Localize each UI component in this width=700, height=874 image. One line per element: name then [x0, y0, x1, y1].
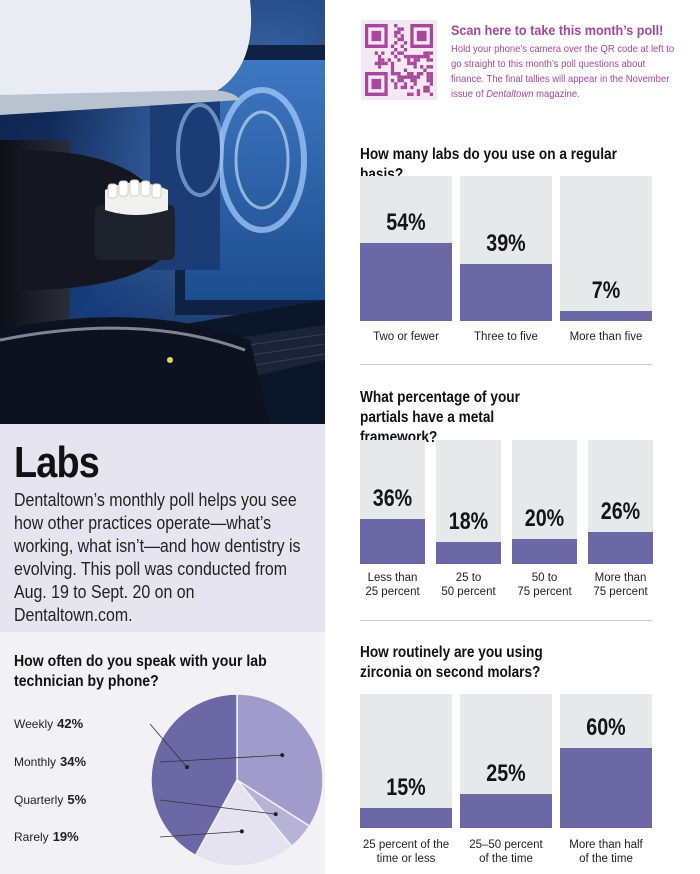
- magazine-name: Dentaltown: [486, 88, 534, 100]
- bar-track: 36%: [360, 440, 425, 564]
- legend-value: 42%: [57, 716, 84, 731]
- chart-title: What percentage of your partials have a …: [360, 389, 520, 446]
- category-label: 25 to 50 percent: [441, 572, 496, 598]
- divider: [360, 364, 652, 365]
- data-label: 15%: [386, 774, 426, 801]
- category-label: 25–50 percent of the time: [469, 839, 543, 865]
- divider: [360, 620, 652, 621]
- qr-instructions: Hold your phone’s camera over the QR cod…: [451, 42, 681, 102]
- data-label: 7%: [591, 277, 621, 304]
- bar: [560, 311, 652, 321]
- category-label: 50 to 75 percent: [517, 572, 572, 598]
- bar-track: 7%: [560, 176, 652, 321]
- bar-track: 15%: [360, 694, 452, 828]
- data-label: 54%: [386, 209, 426, 236]
- bar-track: 26%: [588, 440, 653, 564]
- category-label: Three to five: [474, 331, 538, 343]
- pie-chart-phone: How often do you speak with your lab tec…: [0, 632, 325, 874]
- data-label: 39%: [486, 230, 526, 257]
- leader-line: [159, 754, 283, 763]
- data-label: 25%: [486, 760, 526, 787]
- leader-dot: [185, 765, 190, 770]
- bar-track: 54%: [360, 176, 452, 321]
- pie-slice-rarely: [194, 778, 293, 867]
- legend-label: Weekly: [14, 717, 54, 731]
- data-label: 18%: [448, 508, 489, 535]
- data-label: 20%: [524, 505, 565, 532]
- leader-dot: [280, 753, 285, 758]
- intro-description: Dentaltown’s monthly poll helps you see …: [14, 489, 301, 625]
- bar-track: 20%: [512, 440, 577, 564]
- bar: [512, 539, 577, 564]
- legend-label: Quarterly: [14, 793, 64, 807]
- bar: [560, 748, 652, 828]
- legend-entry: Rarely 19%: [14, 829, 79, 844]
- qr-text-before: Hold your phone’s camera over the QR cod…: [451, 43, 675, 100]
- qr-code-icon: [365, 24, 433, 96]
- leader-dot: [239, 829, 244, 834]
- category-label: 25 percent of the time or less: [362, 839, 450, 865]
- legend-value: 19%: [52, 829, 79, 844]
- data-label: 36%: [372, 485, 413, 512]
- legend-entry: Monthly 34%: [14, 754, 86, 769]
- chart-title: How often do you speak with your lab tec…: [14, 653, 267, 690]
- category-label: More than 75 percent: [593, 572, 648, 598]
- leader-dot: [273, 812, 278, 817]
- bar: [360, 243, 452, 321]
- bar-track: 39%: [460, 176, 552, 321]
- left-column: Labs Dentaltown’s monthly poll helps you…: [0, 0, 325, 874]
- bar: [436, 542, 501, 564]
- right-column: Scan here to take this month’s poll! Hol…: [325, 0, 700, 874]
- bar-track: 25%: [460, 694, 552, 828]
- legend-value: 34%: [60, 754, 87, 769]
- bar: [588, 532, 653, 564]
- bar: [460, 264, 552, 321]
- legend-entry: Quarterly 5%: [14, 792, 86, 807]
- chart-title: How routinely are you using zirconia on …: [360, 644, 543, 681]
- legend-entry: Weekly 42%: [14, 716, 83, 731]
- dental-lab-scanner-illustration: [0, 0, 325, 424]
- pie-chart-canvas: [149, 693, 324, 867]
- qr-heading: Scan here to take this month’s poll!: [451, 22, 664, 38]
- leader-line: [159, 830, 242, 838]
- legend-label: Monthly: [14, 755, 57, 769]
- category-label: More than five: [569, 331, 643, 343]
- legend-label: Rarely: [14, 830, 49, 844]
- category-label: Two or fewer: [373, 331, 439, 343]
- data-label: 26%: [600, 498, 641, 525]
- bar-track: 60%: [560, 694, 652, 828]
- bar-track: 18%: [436, 440, 501, 564]
- category-label: Less than 25 percent: [365, 572, 420, 598]
- leader-line: [159, 799, 276, 815]
- qr-text-after: magazine.: [533, 88, 580, 100]
- pie-slice-weekly: [150, 693, 238, 857]
- bar: [360, 808, 452, 828]
- page-title: Labs: [14, 438, 100, 487]
- qr-code[interactable]: [361, 20, 437, 100]
- bar: [460, 794, 552, 828]
- hero-photo: [0, 0, 325, 424]
- leader-line: [149, 723, 188, 768]
- category-label: More than half of the time: [569, 839, 643, 865]
- legend-value: 5%: [67, 792, 87, 807]
- data-label: 60%: [586, 714, 626, 741]
- bar: [360, 519, 425, 564]
- intro-panel: Labs Dentaltown’s monthly poll helps you…: [0, 424, 325, 632]
